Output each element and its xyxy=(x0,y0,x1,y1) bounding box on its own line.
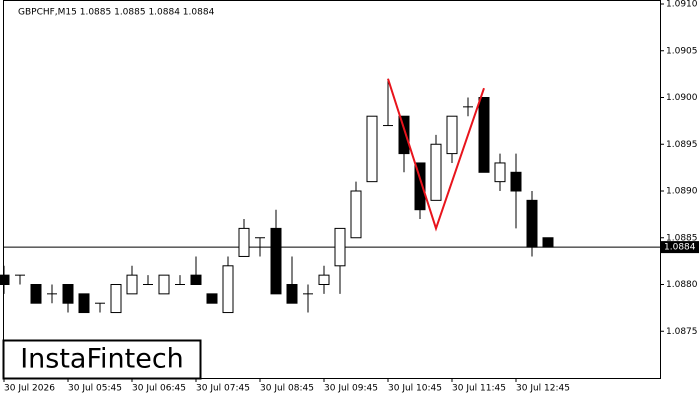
y-tick-label: 1.0890 xyxy=(666,187,698,197)
x-tick-label: 30 Jul 05:45 xyxy=(68,384,122,394)
candle-body xyxy=(286,284,298,304)
chart-header: GBPCHF,M15 1.0885 1.0885 1.0884 1.0884 xyxy=(18,8,215,18)
candle-body xyxy=(510,171,522,192)
candle-body xyxy=(206,293,218,304)
x-tick-label: 30 Jul 09:45 xyxy=(324,384,378,394)
x-tick-label: 30 Jul 08:45 xyxy=(260,384,314,394)
x-tick-label: 30 Jul 06:45 xyxy=(132,384,186,394)
current-price-label: 1.0884 xyxy=(664,243,696,253)
candle-body xyxy=(62,284,74,304)
candle-body xyxy=(494,162,506,183)
x-tick-label: 30 Jul 12:45 xyxy=(516,384,570,394)
candle-body xyxy=(0,274,10,285)
x-tick-label: 30 Jul 2026 xyxy=(4,384,55,394)
candle-body xyxy=(30,284,42,304)
candle-body xyxy=(78,293,90,314)
candle-body xyxy=(446,115,458,155)
candle-body xyxy=(318,274,330,285)
candle-body xyxy=(398,115,410,155)
candle-body xyxy=(222,265,234,314)
candle-body xyxy=(542,237,554,248)
y-tick-label: 1.0880 xyxy=(666,280,698,290)
candle-body xyxy=(430,143,442,201)
pattern-line xyxy=(387,78,485,232)
y-tick-label: 1.0900 xyxy=(666,93,698,103)
candle-body xyxy=(414,162,426,211)
candle-body xyxy=(366,115,378,183)
logo: InstaFintech xyxy=(20,344,184,375)
x-tick-label: 30 Jul 07:45 xyxy=(196,384,250,394)
candle-body xyxy=(158,274,170,295)
y-tick-label: 1.0895 xyxy=(666,140,698,150)
candle-body xyxy=(110,284,122,314)
y-tick-label: 1.0910 xyxy=(666,0,698,10)
candle-body xyxy=(350,190,362,239)
x-tick-label: 30 Jul 11:45 xyxy=(452,384,506,394)
candle-body xyxy=(478,97,490,173)
candle-body xyxy=(238,227,250,257)
candle-body xyxy=(334,227,346,267)
candle-body xyxy=(270,227,282,295)
candle-body xyxy=(190,274,202,285)
candle-body xyxy=(126,274,138,295)
y-tick-label: 1.0885 xyxy=(666,233,698,243)
x-tick-label: 30 Jul 10:45 xyxy=(388,384,442,394)
current-price-box xyxy=(661,241,699,254)
logo-box xyxy=(2,339,202,380)
y-tick-label: 1.0875 xyxy=(666,327,698,337)
candle-body xyxy=(526,199,538,248)
plot-frame xyxy=(3,0,661,379)
y-tick-label: 1.0905 xyxy=(666,46,698,56)
